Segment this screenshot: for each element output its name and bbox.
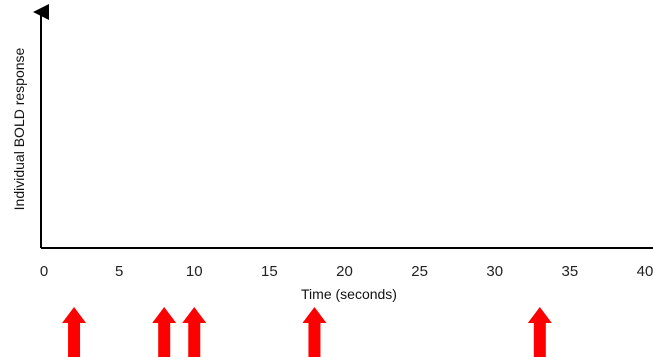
x-tick-label: 30 (486, 263, 503, 280)
stimulus-arrow (152, 307, 177, 357)
stimulus-arrow (302, 307, 327, 357)
x-tick-label: 20 (336, 263, 353, 280)
x-tick-label: 5 (115, 263, 123, 280)
x-tick-label: 10 (186, 263, 203, 280)
stimulus-arrow (527, 307, 552, 357)
stimulus-onset-arrows (62, 307, 552, 357)
x-axis-label: Time (seconds) (301, 286, 397, 302)
x-tick-label: 15 (261, 263, 278, 280)
x-tick-label: 40 (637, 263, 653, 280)
y-axis-label: Individual BOLD response (11, 47, 27, 210)
x-tick-label: 25 (411, 263, 428, 280)
stimulus-arrow (182, 307, 207, 357)
x-tick-label: 0 (40, 263, 48, 280)
x-tick-labels: 0 5 10 15 20 25 30 35 40 (40, 263, 653, 280)
stimulus-arrow (62, 307, 87, 357)
x-tick-label: 35 (562, 263, 579, 280)
